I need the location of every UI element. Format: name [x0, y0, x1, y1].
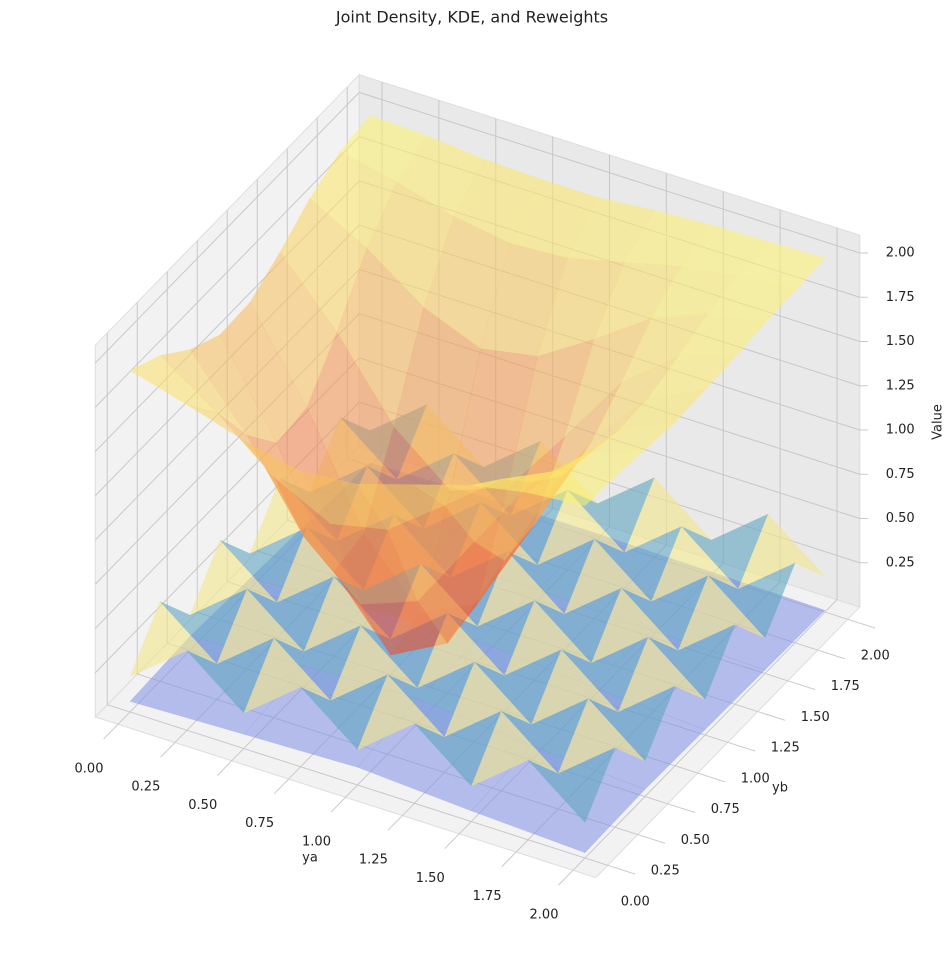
chart-title: Joint Density, KDE, and Reweights — [335, 8, 608, 27]
tick-mark — [637, 834, 666, 844]
x-tick-label: 0.00 — [75, 761, 104, 776]
surface-cell — [527, 470, 616, 507]
y-tick-label: 0.50 — [681, 833, 710, 848]
z-tick-label: 1.50 — [886, 334, 915, 349]
surface-cell — [557, 449, 646, 478]
y-tick-label: 1.00 — [741, 771, 770, 786]
y-tick-label: 0.00 — [621, 894, 650, 909]
surface-cell — [617, 389, 706, 432]
x-tick-label: 0.25 — [131, 780, 160, 795]
z-tick-label: 1.75 — [886, 290, 915, 305]
tick-mark — [273, 778, 289, 795]
x-tick-label: 1.50 — [416, 871, 445, 886]
x-tick-label: 0.50 — [188, 798, 217, 813]
tick-mark — [757, 711, 786, 721]
tick-mark — [103, 723, 119, 740]
y-tick-label: 1.50 — [801, 710, 830, 725]
x-tick-label: 1.00 — [302, 834, 331, 849]
grid-line — [94, 136, 360, 408]
y-tick-label: 0.25 — [651, 864, 680, 879]
tick-mark — [444, 833, 460, 849]
tick-mark — [558, 869, 574, 886]
x-tick-label: 1.75 — [473, 889, 502, 904]
x-tick-label: 0.75 — [245, 816, 274, 831]
tick-mark — [667, 803, 696, 814]
z-tick-label: 0.75 — [886, 467, 915, 482]
tick-mark — [847, 618, 876, 629]
z-tick-label: 0.25 — [886, 555, 915, 570]
x-tick-label: 2.00 — [530, 907, 559, 922]
z-tick-label: 2.00 — [886, 246, 915, 261]
tick-mark — [817, 649, 846, 660]
tick-mark — [697, 772, 726, 783]
tick-mark — [160, 742, 176, 758]
tick-mark — [501, 851, 517, 868]
z-tick-label: 1.25 — [886, 378, 915, 393]
y-tick-label: 1.75 — [831, 679, 860, 694]
y-tick-label: 0.75 — [711, 802, 740, 817]
z-tick-label: 1.00 — [886, 423, 915, 438]
tick-mark — [330, 796, 346, 813]
x-tick-label: 1.25 — [359, 853, 388, 868]
z-tick-label: 0.50 — [886, 511, 915, 526]
tick-mark — [607, 864, 636, 875]
grid-line — [359, 91, 860, 254]
grid-line — [94, 92, 360, 364]
tick-mark — [787, 680, 816, 691]
tick-mark — [216, 760, 233, 776]
y-tick-label: 1.25 — [771, 741, 800, 756]
tick-mark — [727, 741, 756, 752]
x-axis-label: ya — [302, 851, 318, 866]
z-axis-label: Value — [931, 404, 944, 440]
y-tick-label: 2.00 — [861, 648, 890, 663]
grid-line — [107, 704, 608, 866]
surface-cell — [189, 334, 278, 444]
y-axis-label: yb — [772, 781, 788, 796]
surface-cell — [527, 747, 616, 824]
tick-mark — [387, 815, 403, 831]
